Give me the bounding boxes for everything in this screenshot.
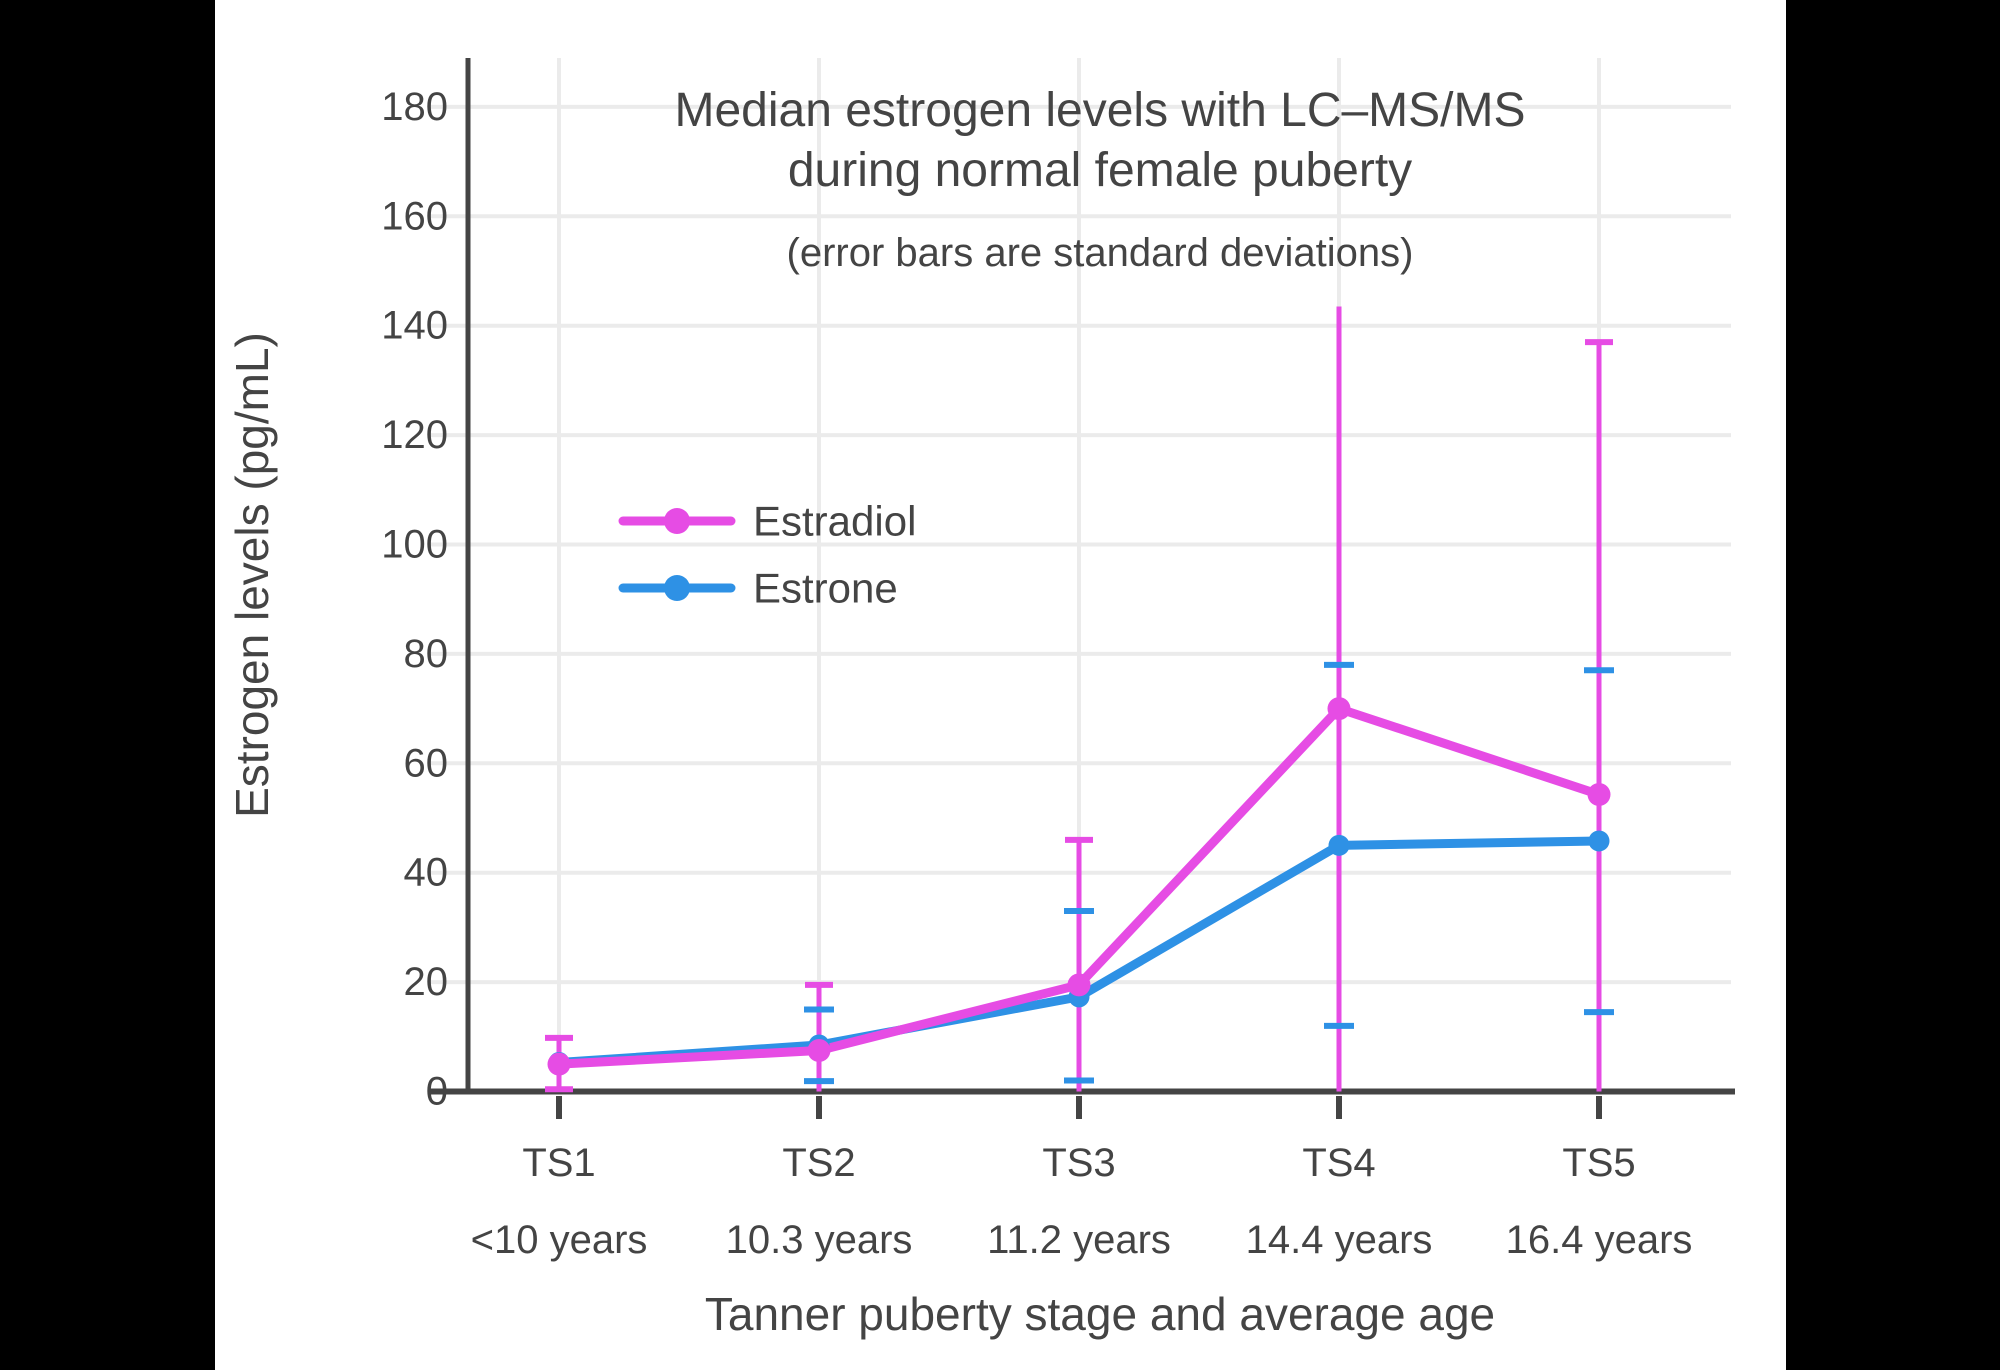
- y-tick-label: 100: [381, 523, 448, 567]
- estradiol-point: [1327, 697, 1351, 721]
- y-tick-label: 160: [381, 194, 448, 238]
- y-tick-labels: 0 20 40 60 80 100 120 140 160 180: [381, 85, 448, 1114]
- estrone-error-caps: [804, 661, 1614, 1085]
- estradiol-point: [1067, 973, 1091, 997]
- x-tick-age-label: <10 years: [471, 1218, 648, 1262]
- x-tick-stage-label: TS4: [1302, 1141, 1375, 1185]
- legend-item-estradiol: Estradiol: [618, 498, 916, 545]
- x-tick-stage-label: TS3: [1042, 1141, 1115, 1185]
- estradiol-markers: [547, 697, 1611, 1076]
- y-tick-label: 40: [404, 851, 449, 895]
- legend-marker-estrone-icon: [664, 575, 690, 601]
- y-axis-title: Estrogen levels (pg/mL): [226, 332, 278, 818]
- x-tick-age-label: 14.4 years: [1246, 1218, 1433, 1262]
- legend-marker-estradiol-icon: [664, 508, 690, 534]
- legend: Estradiol Estrone: [618, 498, 916, 612]
- chart-subtitle: (error bars are standard deviations): [787, 231, 1414, 275]
- y-tick-label: 80: [404, 632, 449, 676]
- estradiol-point: [1587, 782, 1611, 806]
- legend-label-estrone: Estrone: [753, 565, 898, 612]
- y-tick-label: 120: [381, 413, 448, 457]
- x-tick-age-label: 16.4 years: [1506, 1218, 1693, 1262]
- x-tick-stage-label: TS1: [522, 1141, 595, 1185]
- y-tick-label: 60: [404, 741, 449, 785]
- estradiol-error-caps: [545, 339, 1613, 1093]
- x-axis-title: Tanner puberty stage and average age: [705, 1288, 1495, 1340]
- series-layer: [545, 306, 1614, 1093]
- legend-label-estradiol: Estradiol: [753, 498, 916, 545]
- x-tick-age-label: 11.2 years: [987, 1218, 1171, 1262]
- legend-item-estrone: Estrone: [618, 565, 898, 612]
- x-tick-labels: TS1 <10 years TS2 10.3 years TS3 11.2 years TS…: [471, 1141, 1693, 1262]
- y-tick-label: 20: [404, 960, 449, 1004]
- estrone-point: [1328, 834, 1350, 856]
- estradiol-point: [547, 1052, 571, 1076]
- x-axis-tick-marks: [556, 1096, 1602, 1119]
- chart-panel: [215, 0, 1786, 1370]
- chart-title-line1: Median estrogen levels with LC–MS/MS: [674, 84, 1525, 137]
- chart-title-line2: during normal female puberty: [788, 144, 1412, 197]
- x-tick-stage-label: TS2: [782, 1141, 855, 1185]
- y-tick-label: 0: [426, 1070, 448, 1114]
- y-tick-label: 180: [381, 85, 448, 129]
- estrone-point: [1588, 830, 1610, 852]
- y-tick-label: 140: [381, 304, 448, 348]
- x-tick-age-label: 10.3 years: [726, 1218, 913, 1262]
- x-tick-stage-label: TS5: [1562, 1141, 1635, 1185]
- estradiol-point: [807, 1038, 831, 1062]
